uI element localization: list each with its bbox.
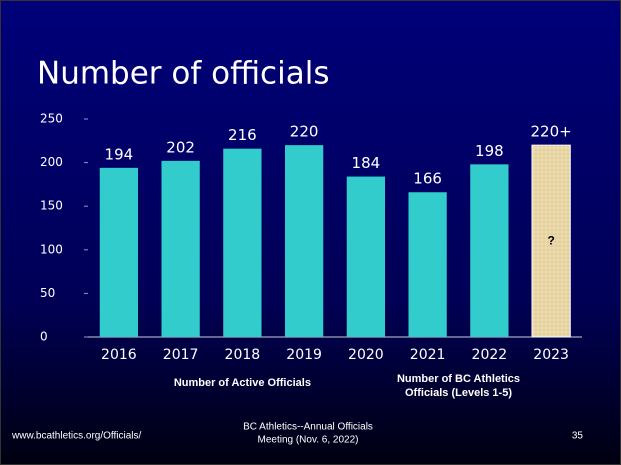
value-label: 220 <box>290 123 319 141</box>
bar <box>346 176 386 337</box>
x-group-label: Number of BC Athletics <box>397 373 520 385</box>
x-group-label: Number of Active Officials <box>174 377 311 389</box>
value-label: 198 <box>475 142 504 160</box>
footer-center: BC Athletics--Annual Officials <box>243 422 373 433</box>
footer-center: Meeting (Nov. 6, 2022) <box>258 435 359 446</box>
y-tick-label: 100 <box>40 242 63 256</box>
y-tick-label: 150 <box>40 199 63 213</box>
bar <box>223 148 262 337</box>
value-label: 194 <box>105 145 134 163</box>
x-tick-label: 2021 <box>410 347 446 363</box>
bar <box>284 145 324 337</box>
bar <box>408 192 447 337</box>
bar <box>531 144 571 338</box>
x-tick-label: 2018 <box>225 347 261 363</box>
chart-title: Number of officials <box>37 56 329 92</box>
y-tick-label: 50 <box>40 286 55 300</box>
x-tick-label: 2022 <box>472 347 508 363</box>
y-tick-label: 0 <box>40 330 48 344</box>
y-tick-label: 200 <box>40 155 63 169</box>
value-label: 166 <box>413 170 442 188</box>
x-tick-label: 2016 <box>101 347 137 363</box>
value-label: 184 <box>352 154 381 172</box>
bar <box>161 160 200 337</box>
x-group-label: Officials (Levels 1-5) <box>405 387 512 399</box>
value-label: 216 <box>228 126 257 144</box>
bar-annotation: ? <box>547 233 554 247</box>
y-tick-label: 250 <box>40 112 63 126</box>
x-tick-label: 2023 <box>533 347 569 363</box>
footer-left: www.bcathletics.org/Officials/ <box>11 431 142 442</box>
x-tick-label: 2020 <box>348 347 384 363</box>
value-label: 202 <box>166 138 195 156</box>
footer-right: 35 <box>572 431 584 442</box>
value-label: 220+ <box>531 123 572 141</box>
x-tick-label: 2017 <box>163 347 199 363</box>
x-tick-label: 2019 <box>286 347 322 363</box>
bar <box>470 164 509 337</box>
bar <box>99 167 139 337</box>
